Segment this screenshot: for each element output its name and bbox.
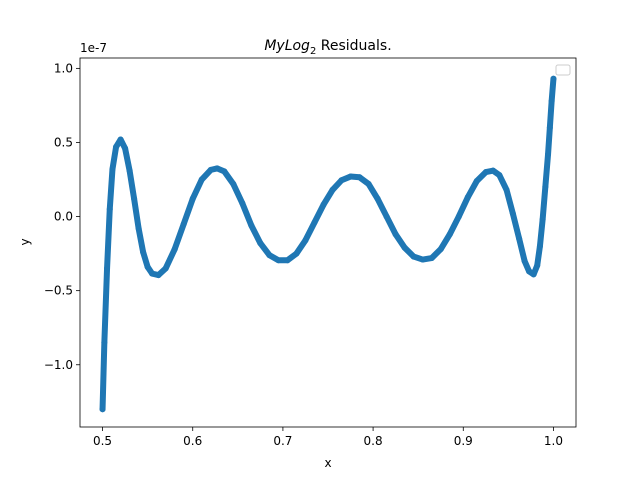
x-tick-label: 0.7 xyxy=(273,434,292,448)
x-axis-label: x xyxy=(324,456,331,470)
chart-title-italic: MyLog xyxy=(264,38,310,54)
plot-area xyxy=(99,75,557,413)
chart-title: MyLog2 Residuals. xyxy=(264,38,391,57)
chart-title-rest: Residuals. xyxy=(316,38,391,54)
x-tick-label: 0.9 xyxy=(454,434,473,448)
y-tick-label: −0.5 xyxy=(44,284,73,298)
y-tick-label: 0.5 xyxy=(54,135,73,149)
x-axis: 0.5 0.6 0.7 0.8 0.9 1.0 xyxy=(93,427,563,448)
x-tick-label: 0.6 xyxy=(183,434,202,448)
y-axis: −1.0 −0.5 0.0 0.5 1.0 xyxy=(44,61,80,372)
chart-title-subscript: 2 xyxy=(310,46,316,57)
y-tick-label: 0.0 xyxy=(54,210,73,224)
x-tick-label: 1.0 xyxy=(544,434,563,448)
x-tick-label: 0.5 xyxy=(93,434,112,448)
axes-frame xyxy=(79,57,577,428)
y-tick-label: 1.0 xyxy=(54,61,73,75)
legend-box xyxy=(555,64,571,76)
y-tick-label: −1.0 xyxy=(44,358,73,372)
y-offset-text: 1e-7 xyxy=(80,41,107,55)
y-axis-label: y xyxy=(18,238,32,245)
series-line xyxy=(99,75,557,413)
x-tick-label: 0.8 xyxy=(364,434,383,448)
